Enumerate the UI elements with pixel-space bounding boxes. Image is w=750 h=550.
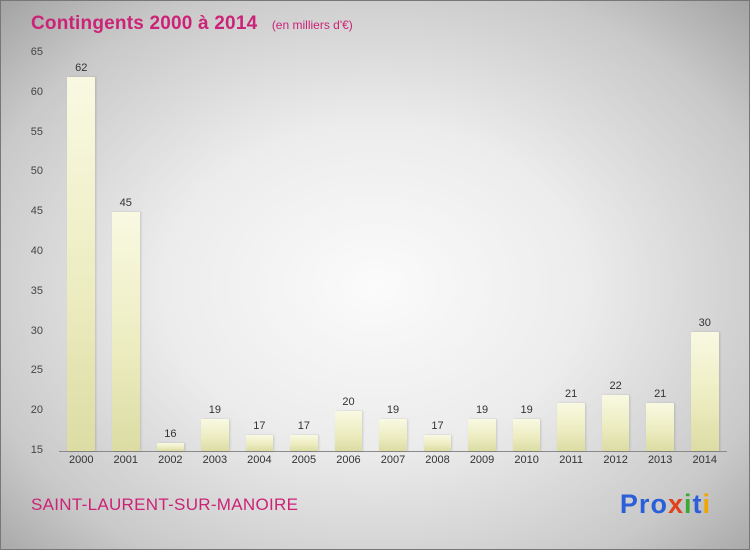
bar-value-2014: 30 — [698, 317, 711, 329]
logo-letter-3: x — [667, 489, 684, 519]
bar-value-2002: 16 — [164, 428, 177, 440]
y-tick-65: 65 — [30, 46, 43, 58]
y-tick-20: 20 — [30, 404, 43, 417]
y-tick-60: 60 — [30, 85, 43, 98]
y-tick-40: 40 — [30, 245, 43, 257]
y-axis-ticks: 15 20 25 30 35 40 45 50 55 60 65 — [1, 46, 51, 456]
bar-value-2010: 19 — [520, 404, 533, 416]
bar-2012 — [601, 395, 630, 451]
y-tick-55: 55 — [30, 125, 43, 138]
bar-2009 — [468, 419, 496, 451]
logo-letter-6: i — [702, 489, 711, 519]
x-axis-labels: 2000 2001 2002 2003 2004 2005 2006 2007 2008 2009… — [59, 454, 727, 470]
bar-value-2009: 19 — [475, 404, 489, 416]
bar-2003 — [201, 419, 229, 451]
bar-2007 — [379, 419, 407, 451]
y-tick-30: 30 — [30, 324, 43, 337]
x-label-2002: 2002 — [158, 454, 183, 466]
bar-2011 — [557, 403, 585, 451]
x-label-2014: 2014 — [692, 454, 717, 466]
bar-value-2003: 19 — [208, 404, 221, 416]
x-label-2007: 2007 — [380, 454, 406, 466]
y-tick-50: 50 — [30, 165, 43, 178]
x-label-2005: 2005 — [291, 454, 317, 466]
x-label-2003: 2003 — [202, 454, 228, 466]
y-tick-35: 35 — [30, 284, 43, 297]
x-label-2000: 2000 — [69, 454, 94, 466]
bar-2005 — [290, 435, 318, 451]
plot-wrap: 62 45 16 19 17 17 20 19 17 19 19 21 22 21 30 — [59, 53, 727, 452]
y-tick-45: 45 — [30, 205, 43, 218]
bar-value-2008: 17 — [431, 420, 444, 432]
bar-value-2013: 21 — [654, 388, 667, 400]
bar-2004 — [245, 435, 274, 451]
bar-value-2006: 20 — [342, 396, 355, 408]
bar-2014 — [690, 332, 719, 451]
bar-2001 — [111, 212, 140, 451]
bar-2000 — [67, 77, 96, 451]
bar-value-2001: 45 — [119, 197, 132, 209]
bar-2002 — [156, 443, 185, 451]
x-label-2013: 2013 — [647, 454, 673, 466]
bar-2010 — [512, 419, 541, 451]
bar-value-2004: 17 — [253, 420, 266, 432]
x-label-2001: 2001 — [113, 454, 139, 466]
logo-letter-5: t — [692, 489, 703, 519]
y-tick-15: 15 — [30, 444, 43, 456]
x-label-2008: 2008 — [425, 454, 450, 466]
logo-letter-4: i — [683, 489, 693, 519]
location-label: SAINT-LAURENT-SUR-MANOIRE — [31, 495, 299, 514]
bar-value-2011: 21 — [565, 388, 578, 400]
x-label-2006: 2006 — [336, 454, 361, 466]
chart-subtitle: (en milliers d'€) — [271, 18, 353, 32]
logo-letter-0: P — [619, 489, 639, 519]
logo-letter-2: o — [650, 489, 668, 519]
bar-value-2005: 17 — [297, 420, 311, 432]
bar-value-2012: 22 — [609, 380, 622, 392]
title-row: Contingents 2000 à 2014 (en milliers d'€… — [31, 13, 353, 35]
x-label-2011: 2011 — [559, 454, 583, 466]
x-label-2010: 2010 — [514, 454, 539, 466]
bar-value-2000: 62 — [75, 62, 88, 74]
bar-value-2007: 19 — [386, 404, 400, 416]
proxiti-logo: Proxiti — [620, 489, 711, 520]
plot-area: 62 45 16 19 17 17 20 19 17 19 19 21 22 21 30 — [59, 53, 727, 452]
logo-letter-1: r — [638, 489, 651, 519]
bar-2006 — [334, 411, 363, 451]
bar-2008 — [423, 435, 452, 451]
chart-title: Contingents 2000 à 2014 — [31, 13, 258, 34]
y-tick-25: 25 — [30, 364, 43, 377]
x-label-2004: 2004 — [247, 454, 272, 466]
x-label-2012: 2012 — [603, 454, 628, 466]
bar-2013 — [646, 403, 674, 451]
x-label-2009: 2009 — [469, 454, 495, 466]
